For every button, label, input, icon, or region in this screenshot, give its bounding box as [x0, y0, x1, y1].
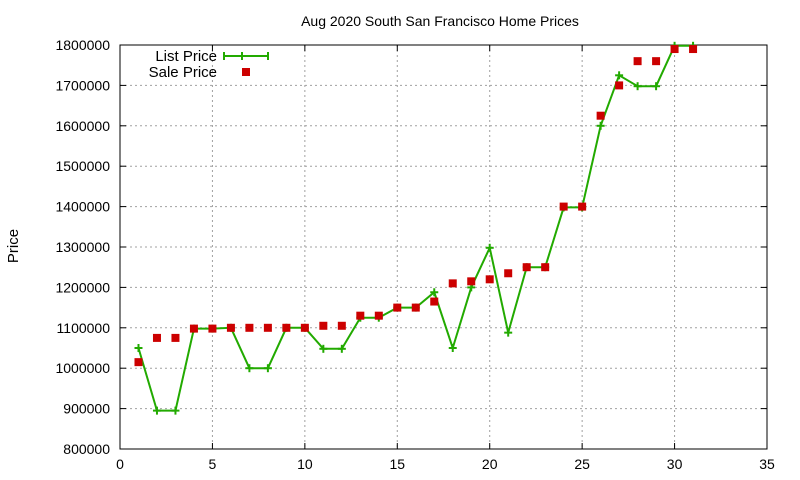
y-tick-label: 1400000 — [55, 199, 110, 215]
sale-price-point — [189, 324, 198, 333]
list-price-point — [337, 344, 346, 353]
y-tick-label: 1100000 — [57, 320, 111, 336]
sale-price-point — [559, 202, 568, 211]
sale-price-point — [374, 311, 383, 320]
legend-label-list-price: List Price — [155, 48, 217, 65]
grid-lines — [120, 45, 767, 449]
y-tick-label: 800000 — [63, 441, 110, 457]
y-tick-label: 900000 — [63, 401, 110, 417]
sale-price-point — [263, 323, 272, 332]
plot-frame — [119, 44, 768, 450]
y-tick-label: 1000000 — [55, 360, 110, 376]
sale-price-point — [522, 263, 531, 272]
x-tick-label: 20 — [482, 456, 498, 472]
sale-price-point — [282, 323, 291, 332]
chart-title: Aug 2020 South San Francisco Home Prices — [301, 13, 579, 29]
sale-price-point — [300, 323, 309, 332]
x-tick-label: 0 — [116, 456, 124, 472]
sale-price-point — [615, 81, 624, 90]
sale-price-point — [134, 358, 143, 367]
sale-price-point — [356, 311, 365, 320]
x-tick-label: 30 — [667, 456, 683, 472]
y-tick-label: 1700000 — [55, 77, 110, 93]
x-tick-label: 25 — [574, 456, 590, 472]
y-tick-label: 1600000 — [55, 118, 110, 134]
sale-price-point — [596, 111, 605, 120]
list-price-point — [263, 364, 272, 373]
sale-price-point — [652, 57, 661, 66]
list-price-line — [137, 44, 694, 412]
y-tick-label: 1800000 — [55, 37, 110, 53]
sale-price-point — [430, 297, 439, 306]
sale-price-point — [448, 279, 457, 288]
data-series — [134, 41, 698, 415]
list-price-point — [448, 344, 457, 352]
sale-price-point — [485, 275, 494, 284]
list-price-point — [652, 82, 661, 91]
legend-label-sale-price: Sale Price — [149, 64, 217, 81]
sale-price-point — [578, 202, 587, 211]
sale-price-point — [633, 57, 642, 66]
list-price-point — [171, 406, 180, 415]
list-price-point — [152, 406, 161, 415]
x-tick-label: 35 — [759, 456, 775, 472]
y-tick-label: 1200000 — [55, 279, 110, 295]
sale-price-point — [689, 45, 698, 54]
list-price-point — [633, 82, 642, 91]
list-price-point — [504, 328, 513, 337]
y-tick-label: 1500000 — [55, 158, 110, 174]
sale-price-point — [337, 321, 346, 330]
sale-price-point — [208, 324, 217, 333]
list-price-point — [485, 243, 494, 252]
x-tick-label: 5 — [209, 456, 217, 472]
sale-price-point — [504, 269, 513, 278]
x-tick-label: 10 — [297, 456, 313, 472]
sale-price-point — [411, 303, 420, 312]
legend: List Price Sale Price — [149, 48, 269, 81]
list-price-point — [319, 344, 328, 353]
y-axis-label: Price — [5, 229, 22, 263]
list-price-point — [134, 344, 143, 352]
list-price-point — [245, 364, 254, 373]
sale-price-point — [226, 323, 235, 332]
list-price-point — [430, 288, 439, 297]
sale-price-point — [171, 333, 180, 342]
list-price-point — [615, 71, 624, 80]
list-price-point — [596, 121, 605, 130]
sale-price-point — [245, 323, 254, 332]
sale-price-point — [152, 333, 161, 342]
x-tick-label: 15 — [389, 456, 405, 472]
y-tick-label: 1300000 — [55, 239, 110, 255]
sale-price-point — [467, 277, 476, 286]
sale-price-point — [670, 45, 679, 54]
sale-price-point — [541, 263, 550, 272]
sale-price-point — [393, 303, 402, 312]
sale-price-point — [319, 321, 328, 330]
axis-ticks: 0 5 10 15 20 25 30 35 800000 900000 1000000 1100000… — [55, 37, 775, 472]
legend-swatch-sale-price — [242, 68, 250, 76]
